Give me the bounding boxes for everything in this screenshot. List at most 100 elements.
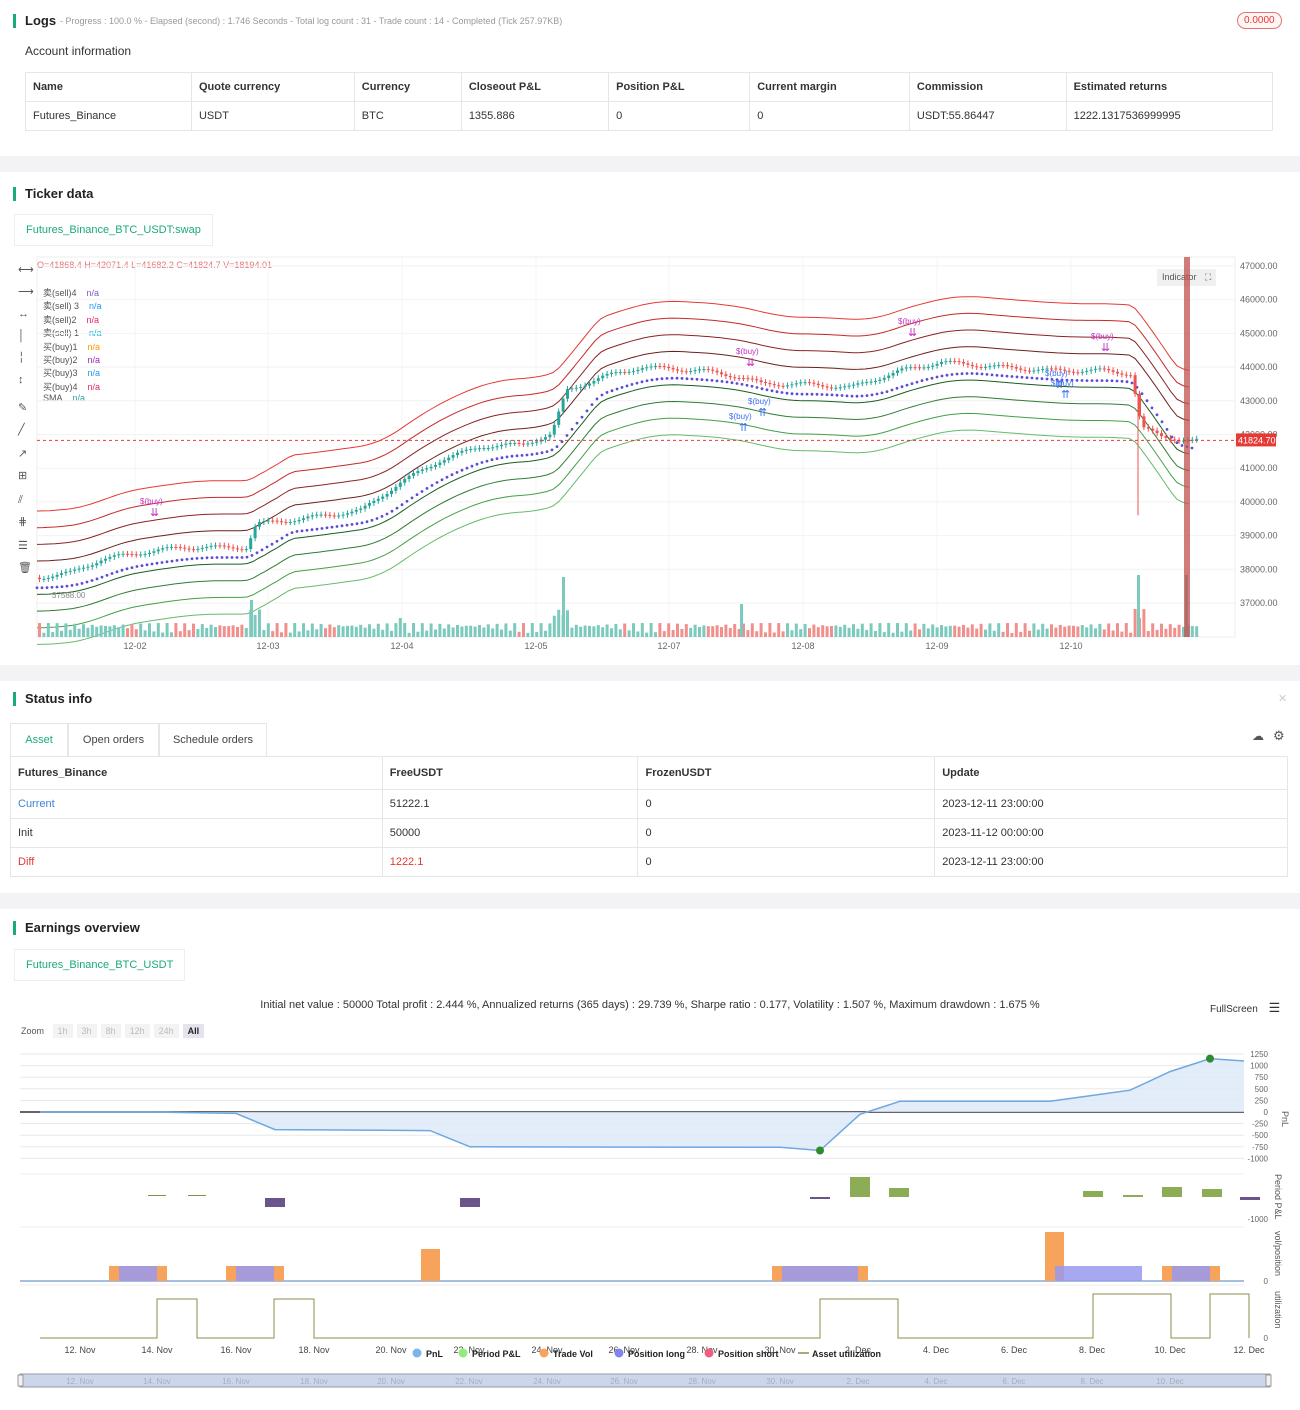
sma-dot [1070,378,1074,382]
tab-open-orders[interactable]: Open orders [68,723,159,756]
candle-body [104,558,107,561]
candle-body [794,383,798,385]
tab-schedule-orders[interactable]: Schedule orders [159,723,267,756]
legend-label[interactable]: Position long [628,1349,685,1359]
pnl-tick-label: 500 [1255,1085,1269,1094]
sma-dot [275,539,279,543]
trash-icon[interactable]: 🗑 [18,562,32,574]
sma-dot [1095,379,1099,382]
cloud-download-icon[interactable]: ☁ [1252,729,1264,743]
ticker-tab[interactable]: Futures_Binance_BTC_USDT:swap [14,214,213,246]
volume-bar [464,625,468,637]
candle-body [1151,428,1155,431]
horizontal-ray-icon[interactable]: ⟶ [18,286,34,298]
fullscreen-button[interactable]: FullScreen ☰ [1210,1000,1280,1016]
settings-icon[interactable]: ⚙ [1273,728,1285,743]
candle-body [306,516,310,519]
menu-icon[interactable]: ☰ [1268,1000,1281,1015]
sma-dot [790,392,794,396]
y-tick-label: 40000.00 [1240,497,1278,507]
vertical-ray-icon[interactable]: ↕ [18,374,24,386]
util-tick-label: 0 [1264,1334,1269,1343]
zoom-all-button[interactable]: All [182,1024,205,1038]
zoom-1h-button[interactable]: 1h [52,1024,73,1038]
trend-line-icon[interactable]: ╱ [18,424,25,436]
fib-retracement-icon[interactable]: ☰ [18,540,28,552]
candlestick-chart[interactable]: 47000.00 46000.00 45000.00 44000.00 43000.00… [0,172,1300,665]
zoom-12h-button[interactable]: 12h [124,1024,150,1038]
expand-icon[interactable]: ⛶ [1205,272,1212,282]
volume-bar [104,625,107,637]
pitchfork-icon[interactable]: ⋕ [18,516,28,528]
candle-body [944,361,948,363]
candle-body [988,366,992,368]
trade-arrow-icon: ⇊ [1101,341,1110,354]
trade-label: $(buy) [1045,369,1068,378]
period-pnl-bar [1162,1187,1182,1197]
zoom-3h-button[interactable]: 3h [76,1024,97,1038]
volume-bar [847,627,851,637]
volume-bar [693,624,697,637]
logs-badge[interactable]: 0.0000 [1237,12,1282,29]
candle-body [90,565,94,567]
vertical-segment-icon[interactable]: ╎ [18,352,25,364]
legend-label[interactable]: Position short [718,1349,779,1359]
candle-body [605,373,609,376]
candle-body [412,473,415,476]
sma-dot [90,579,94,582]
account-column-header: Commission [908,72,1067,102]
volume-bar [935,627,939,637]
zoom-24h-button[interactable]: 24h [153,1024,179,1038]
candle-body [733,377,737,379]
price-range-icon[interactable]: ⊞ [18,470,28,482]
legend-label[interactable]: Period P&L [472,1349,521,1359]
volume-bar [882,632,886,637]
legend-label[interactable]: Asset utilization [812,1349,881,1359]
volume-bar [724,624,728,637]
navigator-handle-left[interactable] [17,1374,24,1387]
legend-label[interactable]: PnL [426,1349,444,1359]
volume-bar [737,629,741,637]
candle-body [1006,365,1009,367]
asset-row: Init 50000 0 2023-11-12 00:00:00 [10,818,1288,848]
volume-bar [658,623,662,637]
candle-body [315,514,319,516]
zoom-8h-button[interactable]: 8h [100,1024,121,1038]
legend-label[interactable]: Trade Vol [553,1349,593,1359]
volume-bar [381,629,385,637]
navigator-handle-right[interactable] [1265,1374,1272,1387]
sma-dot [170,559,174,563]
close-icon[interactable]: ✕ [1278,693,1288,705]
volume-bar [662,631,666,637]
tab-asset[interactable]: Asset [10,723,68,756]
earnings-chart[interactable]: 1250 1000 750 500 250 0 -250 -500 -750 -1000 PnL -1… [0,909,1300,1410]
navigator-tick-label: 28. Nov [688,1377,716,1386]
candle-body [632,371,635,373]
x-tick-label: 2. Dec [845,1345,872,1355]
candle-body [662,366,666,368]
vertical-line-icon[interactable]: │ [18,330,25,342]
indicator-legend-name: 卖(sell) 3 [43,301,80,312]
volume-bar [1102,629,1106,637]
arrow-line-icon[interactable]: ↗ [18,448,28,460]
sma-dot [1080,379,1084,382]
candle-body [341,514,345,516]
parallel-channel-icon[interactable]: ⫽ [18,494,23,506]
extended-line-icon[interactable]: ↔ [18,308,29,320]
volume-bar [526,632,530,637]
candle-body [143,553,147,555]
volume-bar [992,630,996,637]
volume-bar [614,623,618,637]
sma-dot [860,394,864,398]
volume-bar [1111,630,1115,637]
x-tick-label: 28. Nov [686,1345,718,1355]
volume-bar [486,624,490,637]
sma-dot [785,391,789,395]
navigator-tick-label: 26. Nov [610,1377,638,1386]
pen-icon[interactable]: ✎ [18,402,28,414]
horizontal-line-icon[interactable]: ⟷ [18,264,34,276]
volume-bar [891,632,895,637]
earnings-tab[interactable]: Futures_Binance_BTC_USDT [14,949,186,981]
volume-bar [896,623,899,637]
indicator-legend-item: 卖(sell) 3 n/a [43,299,102,312]
